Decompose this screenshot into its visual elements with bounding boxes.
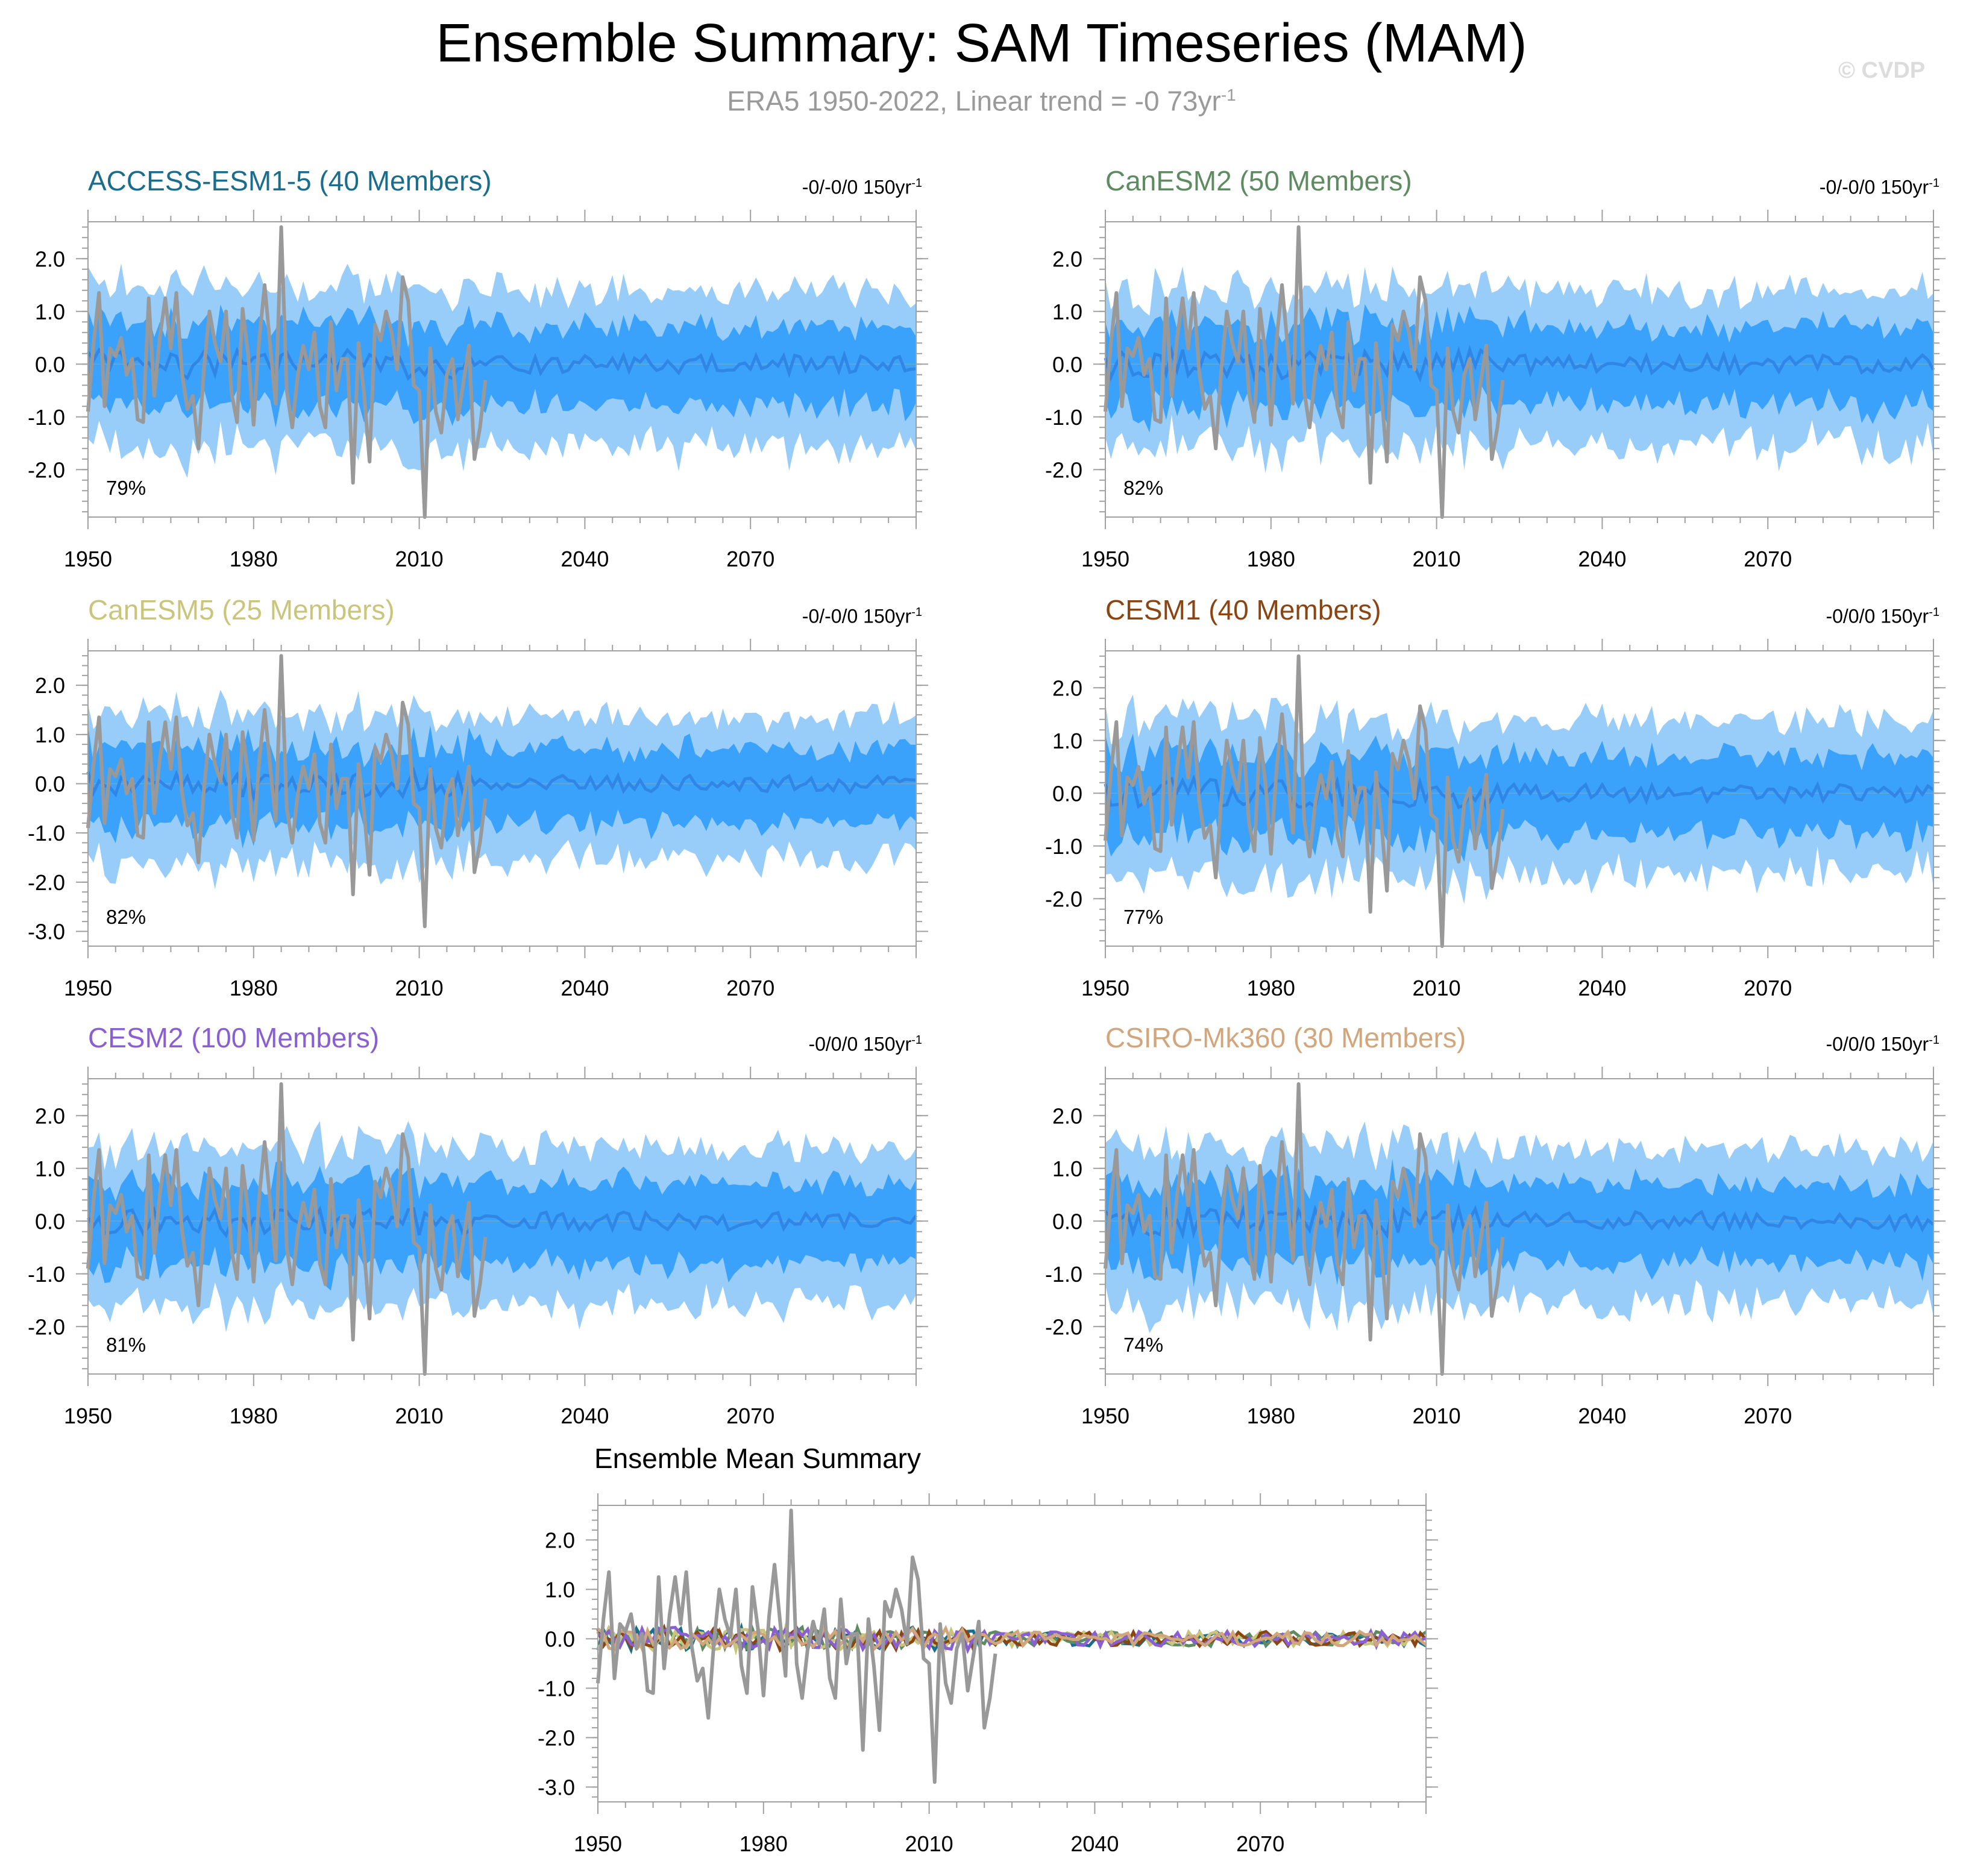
panel-y-tick-label: 0.0 — [1052, 352, 1082, 377]
summary-y-tick-label: -2.0 — [538, 1725, 575, 1750]
summary-x-tick-label: 2040 — [1070, 1831, 1119, 1856]
panel-2: CanESM5 (25 Members) -0/-0/0 150yr-1 2.0 1.… — [0, 580, 946, 1014]
watermark: © CVDP — [1838, 55, 1925, 86]
panel-x-tick-label: 2040 — [561, 547, 609, 571]
panel-x-tick-label: 2040 — [1578, 1404, 1626, 1428]
panel-percent-label: 82% — [1123, 476, 1163, 500]
summary-y-tick-label: 1.0 — [545, 1577, 575, 1602]
panel-chart: 2.0 1.0 0.0 -1.0 -2.0 1950 1980 2010 2040 2070 — [1017, 1008, 1963, 1442]
panel-y-tick-label: 0.0 — [1052, 1209, 1082, 1234]
panel-y-tick-label: -2.0 — [28, 1314, 65, 1339]
summary-y-tick-label: -3.0 — [538, 1775, 575, 1799]
summary-x-tick-label: 1980 — [740, 1831, 788, 1856]
panel-y-tick-label: 2.0 — [1052, 1103, 1082, 1128]
panel-y-tick-label: 2.0 — [35, 1103, 65, 1128]
panel-y-tick-label: -2.0 — [1045, 1314, 1082, 1339]
panel-y-tick-label: 2.0 — [35, 673, 65, 698]
panel-x-tick-label: 2010 — [1413, 547, 1461, 571]
panel-x-tick-label: 1950 — [1081, 976, 1129, 1000]
panel-percent-label: 74% — [1123, 1333, 1163, 1357]
panel-4: CESM2 (100 Members) -0/0/0 150yr-1 2.0 1.0 0… — [0, 1008, 946, 1442]
panel-y-tick-label: 1.0 — [1052, 300, 1082, 324]
panel-x-tick-label: 2010 — [395, 976, 444, 1000]
panel-y-tick-label: 2.0 — [1052, 676, 1082, 700]
panel-percent-label: 77% — [1123, 905, 1163, 929]
panel-x-tick-label: 2040 — [1578, 976, 1626, 1000]
subtitle-text: ERA5 1950-2022, Linear trend = -0 73yr — [727, 85, 1221, 116]
panel-y-tick-label: -1.0 — [28, 821, 65, 845]
panel-y-tick-label: 1.0 — [1052, 729, 1082, 753]
summary-x-tick-label: 2070 — [1236, 1831, 1284, 1856]
panel-chart: 2.0 1.0 0.0 -1.0 -2.0 1950 1980 2010 2040 2070 — [0, 151, 946, 585]
panel-x-tick-label: 2040 — [561, 1404, 609, 1428]
panel-5: CSIRO-Mk360 (30 Members) -0/0/0 150yr-1 2.… — [1017, 1008, 1963, 1442]
panel-y-tick-label: 2.0 — [35, 246, 65, 271]
panel-y-tick-label: 1.0 — [35, 300, 65, 324]
panel-x-tick-label: 1950 — [1081, 547, 1129, 571]
panel-x-tick-label: 1980 — [1247, 976, 1295, 1000]
panel-x-tick-label: 1950 — [1081, 1404, 1129, 1428]
panel-y-tick-label: -3.0 — [28, 920, 65, 944]
panel-y-tick-label: -2.0 — [28, 457, 65, 482]
panel-x-tick-label: 2010 — [395, 1404, 444, 1428]
panel-x-tick-label: 1950 — [64, 547, 112, 571]
summary-y-tick-label: -1.0 — [538, 1676, 575, 1701]
panel-x-tick-label: 1980 — [230, 1404, 278, 1428]
panel-x-tick-label: 2070 — [726, 1404, 774, 1428]
panel-x-tick-label: 2010 — [1413, 976, 1461, 1000]
panel-y-tick-label: 0.0 — [35, 1209, 65, 1234]
panel-y-tick-label: -1.0 — [1045, 834, 1082, 859]
panel-y-tick-label: 0.0 — [35, 772, 65, 797]
panel-x-tick-label: 2070 — [1744, 547, 1792, 571]
panel-y-tick-label: 2.0 — [1052, 246, 1082, 271]
panel-y-tick-label: -1.0 — [28, 405, 65, 430]
summary-panel: Ensemble Mean Summary 2.0 1.0 0.0 -1.0 -2.0 -3… — [510, 1434, 1456, 1874]
summary-y-tick-label: 0.0 — [545, 1627, 575, 1651]
panel-x-tick-label: 1950 — [64, 976, 112, 1000]
panel-y-tick-label: -1.0 — [28, 1262, 65, 1287]
summary-chart: 2.0 1.0 0.0 -1.0 -2.0 -3.0 1950 1980 2010 2040 207… — [510, 1434, 1456, 1874]
panel-chart: 2.0 1.0 0.0 -1.0 -2.0 1950 1980 2010 2040 2070 — [1017, 580, 1963, 1014]
summary-y-tick-label: 2.0 — [545, 1528, 575, 1552]
subtitle-unit-exponent: -1 — [1221, 86, 1236, 104]
panel-x-tick-label: 1980 — [230, 547, 278, 571]
panel-y-tick-label: 1.0 — [1052, 1156, 1082, 1181]
summary-x-tick-label: 2010 — [905, 1831, 953, 1856]
panel-y-tick-label: -2.0 — [1045, 457, 1082, 482]
panel-0: ACCESS-ESM1-5 (40 Members) -0/-0/0 150yr-… — [0, 151, 946, 585]
panel-y-tick-label: 0.0 — [1052, 781, 1082, 806]
panel-x-tick-label: 2070 — [1744, 1404, 1792, 1428]
panel-x-tick-label: 1980 — [1247, 547, 1295, 571]
panel-y-tick-label: 0.0 — [35, 352, 65, 377]
panel-3: CESM1 (40 Members) -0/0/0 150yr-1 2.0 1.0 0.… — [1017, 580, 1963, 1014]
panel-y-tick-label: -2.0 — [28, 870, 65, 895]
panel-1: CanESM2 (50 Members) -0/-0/0 150yr-1 2.0 1.… — [1017, 151, 1963, 585]
panel-percent-label: 81% — [106, 1333, 146, 1357]
summary-plot-frame — [598, 1505, 1426, 1802]
panel-x-tick-label: 2070 — [726, 547, 774, 571]
panel-percent-label: 82% — [106, 905, 146, 929]
panel-chart: 2.0 1.0 0.0 -1.0 -2.0 -3.0 1950 1980 2010 2040 207… — [0, 580, 946, 1014]
panel-chart: 2.0 1.0 0.0 -1.0 -2.0 1950 1980 2010 2040 2070 — [1017, 151, 1963, 585]
panel-x-tick-label: 2040 — [1578, 547, 1626, 571]
panel-y-tick-label: 1.0 — [35, 1156, 65, 1181]
panel-percent-label: 79% — [106, 476, 146, 500]
panel-x-tick-label: 1980 — [230, 976, 278, 1000]
panel-y-tick-label: -1.0 — [1045, 405, 1082, 430]
panel-x-tick-label: 1950 — [64, 1404, 112, 1428]
panel-y-tick-label: -2.0 — [1045, 886, 1082, 911]
panel-x-tick-label: 2040 — [561, 976, 609, 1000]
panel-x-tick-label: 2010 — [1413, 1404, 1461, 1428]
panel-x-tick-label: 2070 — [726, 976, 774, 1000]
panel-x-tick-label: 2070 — [1744, 976, 1792, 1000]
panel-chart: 2.0 1.0 0.0 -1.0 -2.0 1950 1980 2010 2040 2070 — [0, 1008, 946, 1442]
panel-x-tick-label: 1980 — [1247, 1404, 1295, 1428]
page-subtitle: ERA5 1950-2022, Linear trend = -0 73yr-1 — [0, 77, 1963, 119]
panel-y-tick-label: -1.0 — [1045, 1262, 1082, 1287]
panel-x-tick-label: 2010 — [395, 547, 444, 571]
panel-y-tick-label: 1.0 — [35, 723, 65, 747]
page-title: Ensemble Summary: SAM Timeseries (MAM) — [0, 7, 1963, 80]
summary-x-tick-label: 1950 — [574, 1831, 622, 1856]
